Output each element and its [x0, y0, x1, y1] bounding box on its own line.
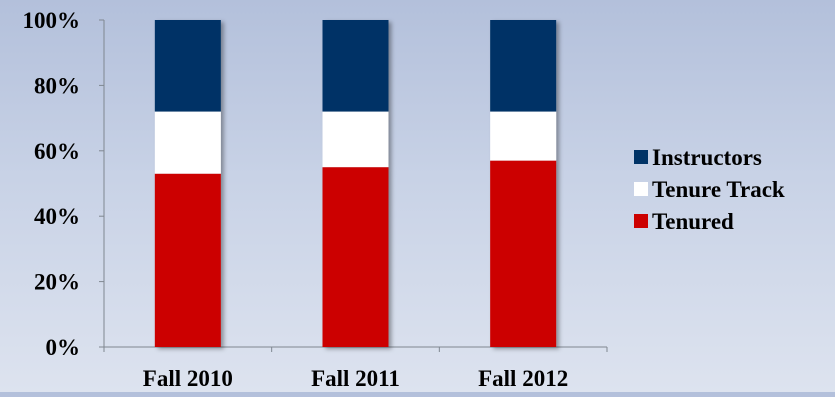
- bar-stack: [322, 20, 389, 347]
- y-tick-label: 40%: [34, 204, 80, 229]
- bar-segment-tenure-track: [490, 111, 557, 161]
- x-tick-label: Fall 2010: [143, 366, 233, 391]
- legend-label-tenured: Tenured: [652, 209, 734, 234]
- bar-stack: [154, 20, 221, 347]
- tick-labels: 0% 20% 40% 60% 80% 100% Fall 2010 Fall 2011 Fall…: [23, 8, 569, 391]
- legend-label-instructors: Instructors: [652, 145, 762, 170]
- y-tick-label: 60%: [34, 139, 80, 164]
- legend-swatch-instructors: [634, 150, 648, 164]
- legend-label-tenure-track: Tenure Track: [652, 177, 785, 202]
- bar-segment-tenure-track: [154, 111, 221, 174]
- y-tick-label: 20%: [34, 270, 80, 295]
- bar-segment-instructors: [322, 20, 389, 112]
- y-tick-label: 0%: [46, 335, 81, 360]
- y-tick-label: 80%: [34, 73, 80, 98]
- legend-swatch-tenure-track: [634, 182, 648, 196]
- bar-segment-tenured: [322, 167, 389, 347]
- x-tick-label: Fall 2012: [478, 366, 568, 391]
- bar-segment-tenured: [154, 173, 221, 347]
- bar-segment-tenured: [490, 160, 557, 347]
- legend-swatch-tenured: [634, 214, 648, 228]
- y-tick-label: 100%: [23, 8, 81, 33]
- bar-segment-instructors: [490, 20, 557, 112]
- bar-segment-instructors: [154, 20, 221, 112]
- bar-segment-tenure-track: [322, 111, 389, 168]
- x-tick-label: Fall 2011: [311, 366, 400, 391]
- legend: Instructors Tenure Track Tenured: [634, 145, 785, 234]
- bar-stack: [490, 20, 557, 347]
- bars: [154, 20, 557, 347]
